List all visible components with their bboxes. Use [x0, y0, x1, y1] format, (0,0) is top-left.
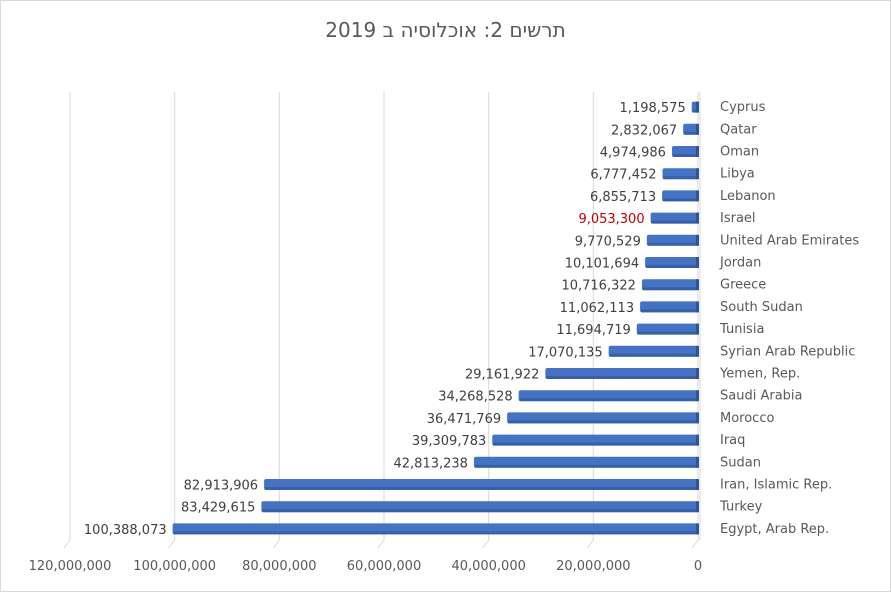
category-label: Tunisia: [719, 322, 764, 337]
bar-shade: [684, 131, 697, 135]
bar-end: [696, 434, 699, 446]
category-label: Israel: [720, 211, 756, 226]
bar-shade: [672, 154, 697, 157]
category-label: Jordan: [719, 256, 761, 271]
category-label: Sudan: [720, 455, 761, 470]
bar-end: [696, 501, 699, 513]
category-label: Morocco: [720, 411, 774, 426]
data-label: 6,777,452: [590, 168, 656, 183]
bar-end: [696, 301, 699, 313]
x-tick-label: 100,000,000: [133, 559, 216, 574]
gridline-foot: [691, 539, 699, 549]
chart-title: תרשים 2: אוכלוסיה ב 2019: [325, 18, 566, 42]
category-label: Syrian Arab Republic: [720, 344, 855, 359]
bar-shade: [262, 509, 697, 513]
bar-shade: [641, 309, 697, 313]
data-label: 82,913,906: [184, 479, 258, 494]
bar-shade: [637, 331, 697, 335]
bar-shade: [663, 176, 697, 180]
data-label: 4,974,986: [600, 146, 666, 161]
data-label: 10,101,694: [565, 257, 639, 272]
category-label: Egypt, Arab Rep.: [720, 522, 829, 537]
bar-shade: [692, 109, 697, 113]
bar-end: [696, 323, 699, 335]
bar-shade: [642, 287, 697, 291]
bar-shade: [651, 220, 697, 224]
bar-end: [696, 257, 699, 268]
gridline-foot: [63, 539, 71, 549]
x-tick-label: 0: [694, 559, 702, 574]
gridline-foot: [482, 539, 490, 549]
bar-end: [696, 279, 699, 291]
bar-end: [696, 123, 699, 135]
bar-shade: [493, 442, 697, 446]
category-label: Turkey: [719, 500, 763, 515]
bar-end: [696, 345, 699, 357]
category-label: Yemen, Rep.: [719, 367, 800, 382]
data-label: 34,268,528: [438, 390, 512, 405]
data-label: 11,062,113: [560, 301, 634, 316]
x-tick-label: 60,000,000: [347, 559, 421, 574]
gridline-foot: [272, 539, 280, 549]
bar-end: [696, 190, 699, 202]
bar-shade: [646, 265, 697, 268]
data-label: 9,053,300: [578, 212, 644, 227]
bar-end: [696, 234, 699, 246]
data-label: 1,198,575: [620, 101, 686, 116]
data-label: 9,770,529: [575, 234, 641, 249]
bar-end: [696, 146, 699, 157]
bar-end: [696, 523, 699, 535]
bar-end: [696, 101, 699, 113]
x-tick-label: 40,000,000: [451, 559, 525, 574]
bar-end: [696, 412, 699, 424]
data-label: 2,832,067: [611, 123, 677, 138]
bar-end: [696, 368, 699, 379]
bar-shade: [173, 531, 698, 535]
data-label: 29,161,922: [465, 368, 539, 383]
category-label: Greece: [720, 278, 766, 293]
bar-shade: [508, 420, 697, 424]
gridline-foot: [377, 539, 385, 549]
data-label: 83,429,615: [181, 501, 255, 516]
category-label: Iraq: [720, 433, 745, 448]
data-label: 100,388,073: [84, 523, 167, 538]
data-label: 17,070,135: [528, 345, 602, 360]
category-label: Lebanon: [720, 189, 776, 204]
data-label: 39,309,783: [412, 434, 486, 449]
category-label: Oman: [720, 145, 759, 160]
category-label: Libya: [720, 167, 755, 182]
gridline-foot: [586, 539, 594, 549]
gridline-foot: [168, 539, 176, 549]
bar-shade: [265, 487, 697, 490]
data-label: 42,813,238: [394, 456, 468, 471]
bar-shade: [663, 198, 697, 202]
bar-shade: [546, 376, 697, 379]
x-tick-label: 80,000,000: [242, 559, 316, 574]
data-label: 6,855,713: [590, 190, 656, 205]
category-label: Saudi Arabia: [720, 389, 803, 404]
bar-shade: [609, 353, 697, 357]
data-label: 10,716,322: [561, 279, 635, 294]
category-label: Qatar: [720, 122, 757, 137]
bar-shade: [647, 242, 697, 246]
bar-shade: [474, 464, 697, 468]
bar-shade: [519, 398, 697, 402]
bar-end: [696, 479, 699, 490]
category-label: South Sudan: [720, 300, 803, 315]
bar-end: [696, 168, 699, 180]
x-tick-label: 20,000,000: [556, 559, 630, 574]
data-label: 11,694,719: [556, 323, 630, 338]
data-label: 36,471,769: [427, 412, 501, 427]
bar-end: [696, 456, 699, 468]
category-label: United Arab Emirates: [720, 233, 859, 248]
category-label: Cyprus: [720, 100, 766, 115]
bar-end: [696, 212, 699, 224]
category-label: Iran, Islamic Rep.: [720, 478, 832, 493]
x-tick-label: 120,000,000: [29, 559, 112, 574]
bar-end: [696, 390, 699, 402]
